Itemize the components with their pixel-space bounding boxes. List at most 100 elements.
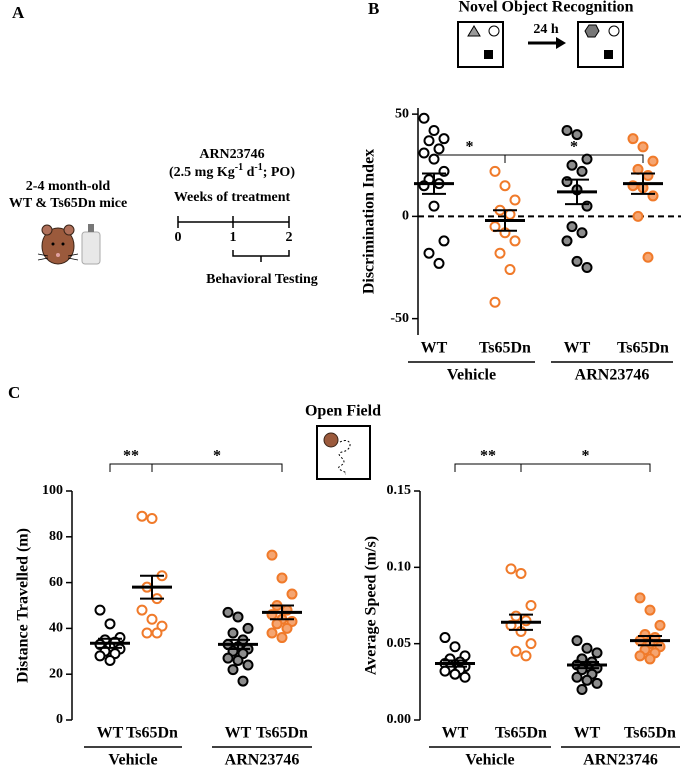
group-label: Vehicle [465,752,514,766]
data-point [286,588,298,600]
data-point [644,604,656,616]
data-point [449,668,461,680]
significance-label: ** [480,448,496,465]
group-label: ARN23746 [225,752,300,766]
data-point [571,671,583,683]
data-point [581,642,593,654]
timeline-tick: 2 [286,230,293,245]
data-point [581,674,593,686]
data-point [576,227,588,239]
data-point [561,176,573,188]
data-point [276,632,288,644]
chart-title: Open Field [305,403,381,420]
data-point [561,124,573,136]
data-point [504,264,516,276]
data-point [581,262,593,274]
y-tick-label: 40 [49,621,63,636]
data-point [237,675,249,687]
y-tick-label: 0 [402,209,409,224]
error-bar [140,574,164,600]
error-bar [270,604,294,621]
data-point [632,210,644,222]
significance-bracket [454,463,522,472]
treatment-text: ARN23746 [199,147,264,162]
data-point [571,635,583,647]
significance-label: * [466,139,474,156]
dose-sup: -1 [235,162,243,173]
significance-bracket [433,154,506,163]
significance-bracket [109,463,153,472]
data-point [581,200,593,212]
error-bar [422,172,446,195]
data-point [510,610,522,622]
significance-label: ** [123,448,139,465]
timeline [177,216,290,262]
data-point [439,665,451,677]
data-point [242,622,254,634]
data-point [515,567,527,579]
error-bar [631,172,655,195]
data-point [151,627,163,639]
data-point [647,190,659,202]
x-tick-label: WT [442,725,469,742]
significance-bracket [504,154,644,163]
data-point [647,155,659,167]
data-point [232,611,244,623]
group-label: Vehicle [447,367,496,384]
data-point [591,647,603,659]
group-label: ARN23746 [575,367,650,384]
x-tick-label: Ts65Dn [624,725,676,742]
y-axis-label: Distance Travelled (m) [15,528,32,683]
x-tick-label: Ts65Dn [126,725,178,742]
data-point [266,549,278,561]
data-point [654,619,666,631]
data-point [136,510,148,522]
chart-title: Novel Object Recognition [458,0,633,16]
significance-label: * [213,448,221,465]
data-point [525,600,537,611]
nor-inset [457,21,624,68]
data-point [571,129,583,141]
panel-label: A [12,3,25,22]
data-point [423,135,435,147]
x-tick-label: Ts65Dn [617,340,669,357]
error-bar [638,635,662,647]
panel-label: B [368,0,379,18]
error-bar [493,209,517,232]
weeks-label: Weeks of treatment [174,190,291,205]
data-point [644,653,656,665]
data-point [509,194,521,206]
data-point [141,627,153,639]
y-tick-label: 0.15 [387,483,412,498]
panel-label: C [8,383,20,402]
data-point [438,235,450,247]
data-point [276,572,288,584]
x-tick-label: Ts65Dn [256,725,308,742]
data-point [494,247,506,259]
data-point [418,147,430,159]
data-point [136,604,148,616]
data-point [581,153,593,165]
data-point [423,247,435,259]
y-tick-label: 20 [49,666,63,681]
data-point [637,141,649,153]
data-point [509,235,521,247]
data-point [566,221,578,233]
error-bar [575,660,599,670]
data-point [146,613,158,625]
data-point [104,618,116,630]
data-point [227,664,239,676]
data-point [642,169,654,181]
y-axis-label: Average Speed (m/s) [363,536,380,675]
data-point [438,165,450,177]
data-point [576,683,588,695]
bottle-icon [81,224,101,265]
significance-bracket [151,463,283,472]
data-point [566,159,578,171]
data-point [266,627,278,639]
y-tick-label: 0.10 [387,560,412,575]
significance-label: * [570,139,578,156]
data-point [459,671,471,683]
inset-label: 24 h [533,22,559,37]
